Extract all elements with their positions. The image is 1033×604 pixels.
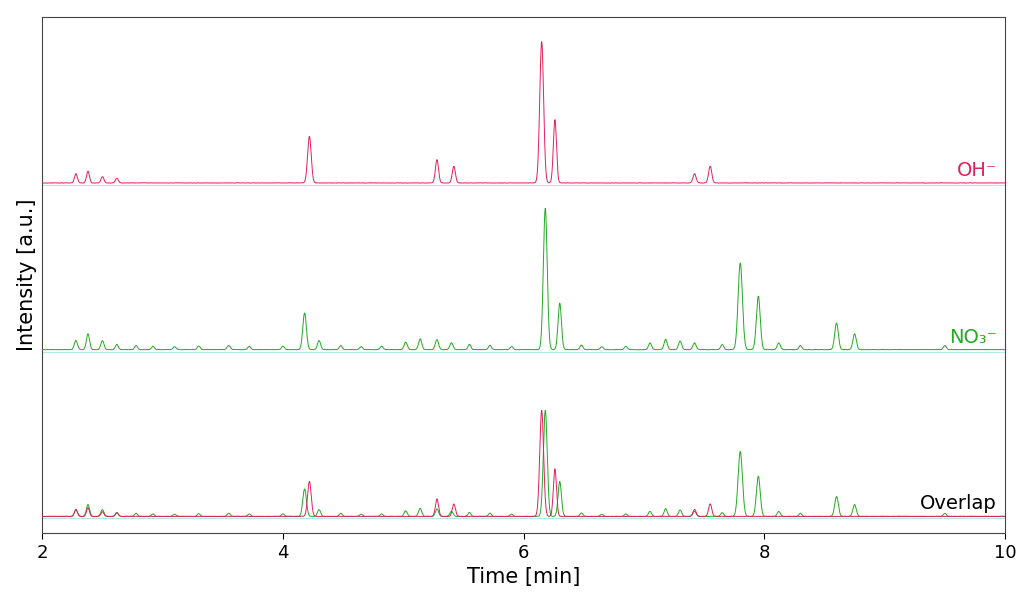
X-axis label: Time [min]: Time [min] [467, 567, 581, 587]
Y-axis label: Intensity [a.u.]: Intensity [a.u.] [17, 199, 36, 352]
Text: OH⁻: OH⁻ [957, 161, 997, 180]
Text: Overlap: Overlap [919, 494, 997, 513]
Text: NO₃⁻: NO₃⁻ [948, 328, 997, 347]
